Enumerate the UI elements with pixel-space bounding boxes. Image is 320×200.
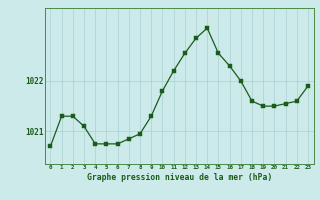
X-axis label: Graphe pression niveau de la mer (hPa): Graphe pression niveau de la mer (hPa): [87, 173, 272, 182]
